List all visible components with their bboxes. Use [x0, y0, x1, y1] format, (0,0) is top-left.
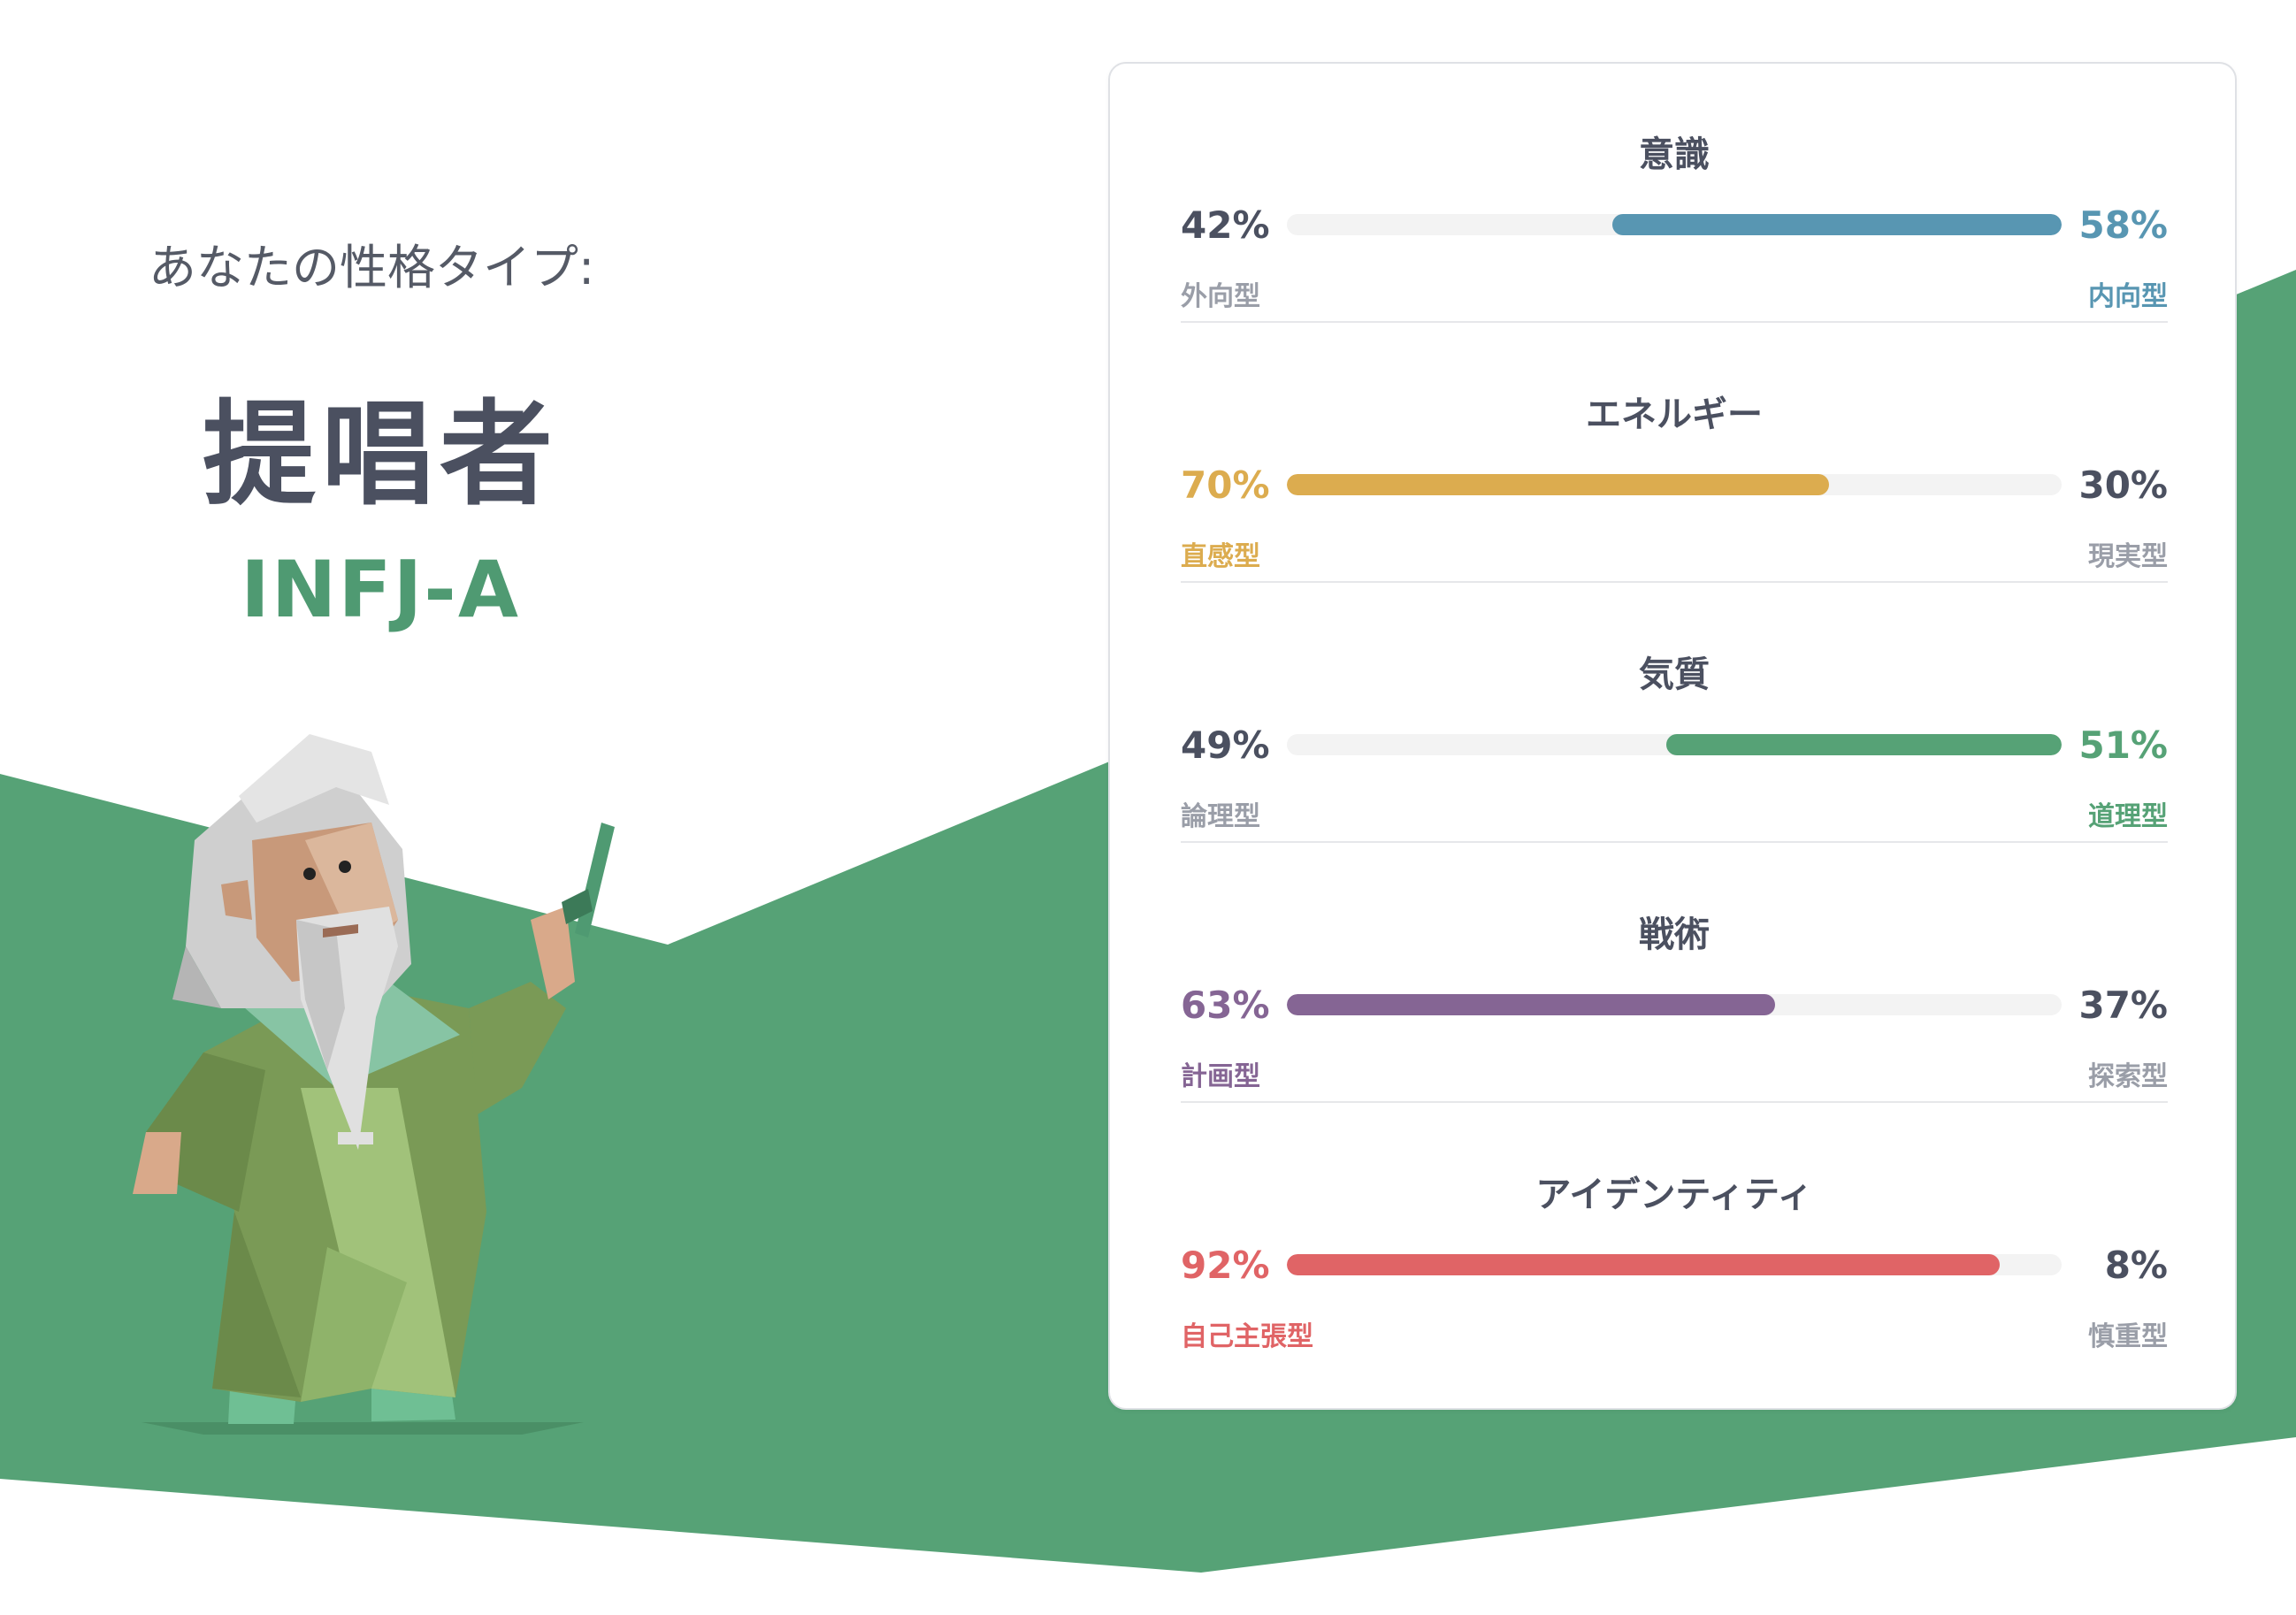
- trait-row: 気質 49% 51% 論理型 道理型: [1181, 584, 2168, 843]
- right-trait-label: 現実型: [2088, 541, 2168, 572]
- right-percentage: 37%: [2078, 984, 2168, 1027]
- trait-bar-fill: [1287, 1254, 2000, 1275]
- trait-title: アイデンティティ: [1535, 1175, 1813, 1215]
- trait-title: 戦術: [1639, 915, 1710, 955]
- trait-row: 戦術 63% 37% 計画型 探索型: [1181, 844, 2168, 1103]
- left-trait-label: 自己主張型: [1181, 1321, 1313, 1352]
- left-percentage: 63%: [1181, 984, 1270, 1027]
- trait-divider: [1181, 841, 2168, 843]
- personality-type-code: INFJ-A: [241, 544, 520, 635]
- trait-bar-fill: [1666, 734, 2062, 755]
- right-trait-label: 探索型: [2088, 1061, 2168, 1092]
- right-percentage: 51%: [2078, 723, 2168, 767]
- trait-bar-fill: [1287, 994, 1775, 1015]
- left-percentage: 92%: [1181, 1244, 1270, 1287]
- trait-row: アイデンティティ 92% 8% 自己主張型 慎重型: [1181, 1104, 2168, 1363]
- right-trait-label: 内向型: [2088, 281, 2168, 312]
- left-percentage: 42%: [1181, 203, 1270, 247]
- right-percentage: 30%: [2078, 463, 2168, 507]
- left-trait-label: 計画型: [1181, 1061, 1260, 1092]
- trait-title: エネルギー: [1586, 394, 1763, 435]
- trait-row: エネルギー 70% 30% 直感型 現実型: [1181, 324, 2168, 583]
- right-percentage: 58%: [2078, 203, 2168, 247]
- intro-label: あなたの性格タイプ:: [149, 240, 595, 295]
- advocate-character-illustration: [133, 734, 615, 1435]
- right-trait-label: 慎重型: [2088, 1321, 2168, 1352]
- trait-bar-fill: [1611, 214, 2062, 235]
- right-trait-label: 道理型: [2088, 801, 2168, 832]
- trait-bar-track: [1287, 994, 2062, 1015]
- trait-row: 意識 42% 58% 外向型 内向型: [1181, 64, 2168, 323]
- trait-title: 意識: [1639, 134, 1710, 175]
- left-trait-label: 論理型: [1181, 801, 1260, 832]
- trait-bar-track: [1287, 214, 2062, 235]
- trait-divider: [1181, 321, 2168, 323]
- personality-type-name: 提唱者: [202, 389, 558, 521]
- trait-divider: [1181, 1101, 2168, 1103]
- trait-divider: [1181, 581, 2168, 583]
- trait-title: 気質: [1639, 654, 1710, 695]
- trait-bar-track: [1287, 1254, 2062, 1275]
- left-percentage: 70%: [1181, 463, 1270, 507]
- left-trait-label: 直感型: [1181, 541, 1260, 572]
- trait-bar-track: [1287, 474, 2062, 495]
- trait-bar-fill: [1287, 474, 1830, 495]
- trait-bar-track: [1287, 734, 2062, 755]
- trait-results-card: 意識 42% 58% 外向型 内向型エネルギー 70% 30% 直感型 現実型気質 49% 51% 論…: [1108, 62, 2237, 1410]
- left-percentage: 49%: [1181, 723, 1270, 767]
- left-trait-label: 外向型: [1181, 281, 1260, 312]
- right-percentage: 8%: [2104, 1244, 2168, 1287]
